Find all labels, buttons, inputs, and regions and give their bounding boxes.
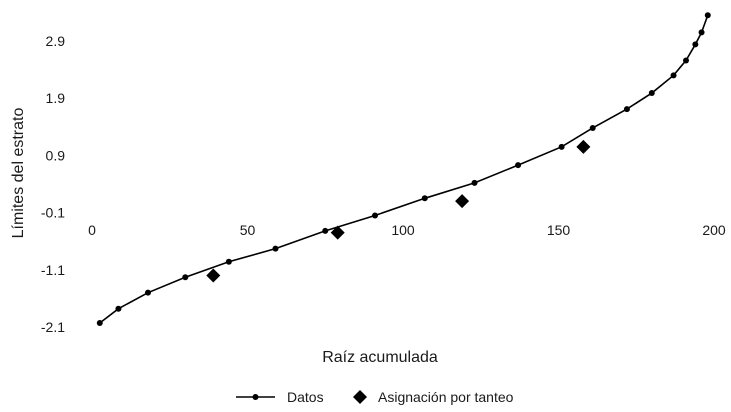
data-point [698, 29, 705, 36]
y-tick-label: 0.9 [46, 147, 66, 163]
diamond-marker [206, 268, 221, 283]
plot-area [96, 12, 711, 326]
legend-label: Asignación por tanteo [378, 389, 514, 405]
x-tick-label: 150 [547, 222, 571, 238]
data-point [322, 227, 329, 234]
data-point [272, 245, 279, 252]
data-point [421, 195, 428, 202]
data-point [144, 289, 151, 296]
data-point [589, 124, 596, 131]
y-tick-label: 2.9 [46, 33, 66, 49]
x-axis-tick-labels: 0 50 100 150 200 [88, 222, 726, 238]
data-point [670, 72, 677, 79]
legend-circle-marker [252, 394, 259, 400]
data-point [225, 258, 232, 265]
diamond-marker [455, 194, 470, 209]
y-tick-label: 1.9 [46, 90, 66, 106]
data-point [692, 41, 699, 48]
series-line [99, 14, 709, 324]
x-tick-label: 0 [88, 222, 96, 238]
x-tick-label: 200 [702, 222, 726, 238]
diamond-marker [330, 225, 345, 240]
y-tick-label: -2.1 [41, 319, 65, 335]
data-point [623, 106, 630, 113]
data-point [648, 90, 655, 97]
data-point [182, 274, 189, 281]
x-tick-label: 50 [240, 222, 256, 238]
y-axis-tick-labels: -2.1 -1.1 -0.1 0.9 1.9 2.9 [41, 33, 65, 335]
data-point [558, 143, 565, 150]
y-tick-label: -1.1 [41, 262, 65, 278]
diamond-marker [576, 139, 591, 154]
data-point [704, 12, 711, 19]
data-point [115, 305, 122, 312]
series-2 [206, 139, 591, 283]
legend-label: Datos [287, 389, 324, 405]
x-tick-label: 100 [391, 222, 415, 238]
legend: Datos Asignación por tanteo [236, 389, 514, 405]
y-axis-title: Límites del estrato [10, 108, 27, 239]
data-point [515, 162, 522, 169]
data-point [96, 319, 103, 326]
data-point [471, 179, 478, 186]
legend-diamond-marker [353, 390, 367, 404]
series-1 [96, 12, 711, 326]
x-axis-title: Raíz acumulada [322, 349, 438, 366]
data-point [683, 57, 690, 64]
data-point [372, 212, 379, 219]
y-tick-label: -0.1 [41, 205, 65, 221]
